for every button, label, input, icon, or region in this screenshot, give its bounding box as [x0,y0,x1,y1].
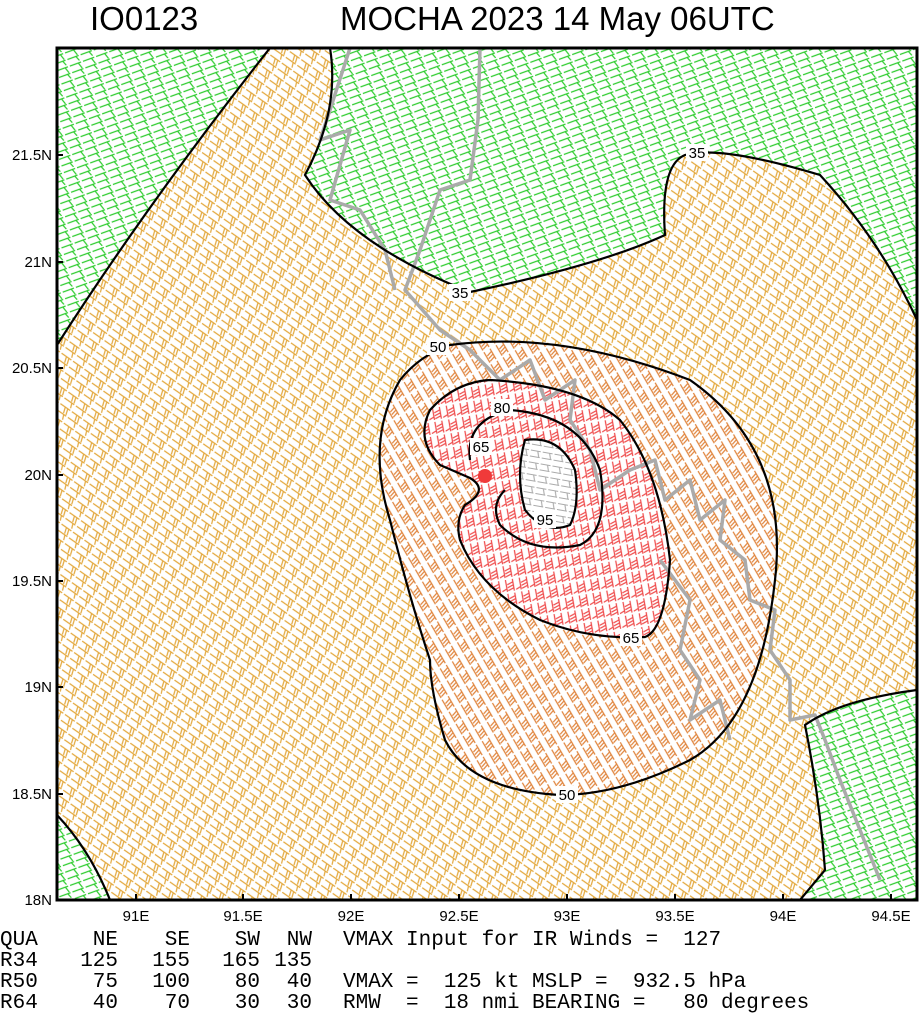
storm-id: IO0123 [90,0,198,37]
contour-label-bg [470,438,492,455]
wind-field-under-35 [305,48,917,320]
note: VMAX = 125 kt MSLP = 932.5 hPa [343,971,746,994]
coast-line [658,558,732,741]
wind-field-under-35 [57,48,270,345]
table-cell: 135 [274,950,312,973]
lat-label: 20.5N [12,360,52,377]
contour-label-bg [620,629,642,646]
contour-35 [57,814,112,900]
row-label: QUA [0,929,38,952]
table-cell: 40 [93,992,118,1014]
table-cell: 80 [235,971,260,994]
table-cell: 30 [235,992,260,1014]
contour-label: 65 [623,630,640,647]
lon-label: 92E [338,908,365,925]
wind-field [57,48,917,900]
contour-label: 50 [430,339,447,356]
row-label: R50 [0,971,38,994]
table-cell: 125 [80,950,118,973]
note: RMW = 18 nmi BEARING = 80 degrees [343,992,809,1014]
contour-65 [423,378,672,639]
lon-label: 93.5E [655,908,694,925]
contour-label-bg [686,144,708,161]
wind-field-under-35 [57,815,110,900]
row-label: R64 [0,992,38,1014]
wind-field-eye [520,439,577,528]
lon-label: 91.5E [223,908,262,925]
lon-label: 91E [123,908,150,925]
table-cell: 75 [93,971,118,994]
contour-35 [799,688,917,900]
table-cell: 30 [287,992,312,1014]
lat-label: 19N [24,679,52,696]
lat-label: 18N [24,892,52,909]
contour-35 [57,48,271,346]
table-cell: 155 [152,950,190,973]
table-cell: NE [93,929,118,952]
row-label: R34 [0,950,38,973]
contour-label-bg [427,338,449,355]
title: MOCHA 2023 14 May 06UTC [340,0,775,37]
lat-label: 18.5N [12,786,52,803]
lon-label: 94E [770,908,797,925]
contour-label: 80 [494,400,511,417]
contour-label: 50 [559,787,576,804]
table-cell: 40 [287,971,312,994]
lat-label: 21N [24,254,52,271]
contour-label: 95 [537,512,554,529]
storm-center [478,469,492,483]
contour-label-bg [449,284,471,301]
contour-label-bg [534,511,556,528]
lat-label: 19.5N [12,573,52,590]
contour-label: 35 [452,285,469,302]
contour-label: 65 [473,439,490,456]
note: VMAX Input for IR Winds = 127 [343,929,721,952]
table-cell: 165 [222,950,260,973]
contour-35 [303,48,917,321]
lon-label: 92.5E [439,908,478,925]
table-cell: 100 [152,971,190,994]
contour-label-bg [556,786,578,803]
table-cell: 70 [165,992,190,1014]
contour-label-bg [491,399,513,416]
coast-line [403,48,882,881]
table-cell: NW [287,929,313,952]
contour-label: 35 [689,145,706,162]
contour-95 [518,438,578,529]
wind-field-under-35 [800,690,917,900]
table-cell: SE [165,929,190,952]
table-cell: SW [235,929,261,952]
lon-label: 93E [554,908,581,925]
lat-label: 20N [24,467,52,484]
lon-label: 94.5E [871,908,910,925]
lat-label: 21.5N [12,147,52,164]
